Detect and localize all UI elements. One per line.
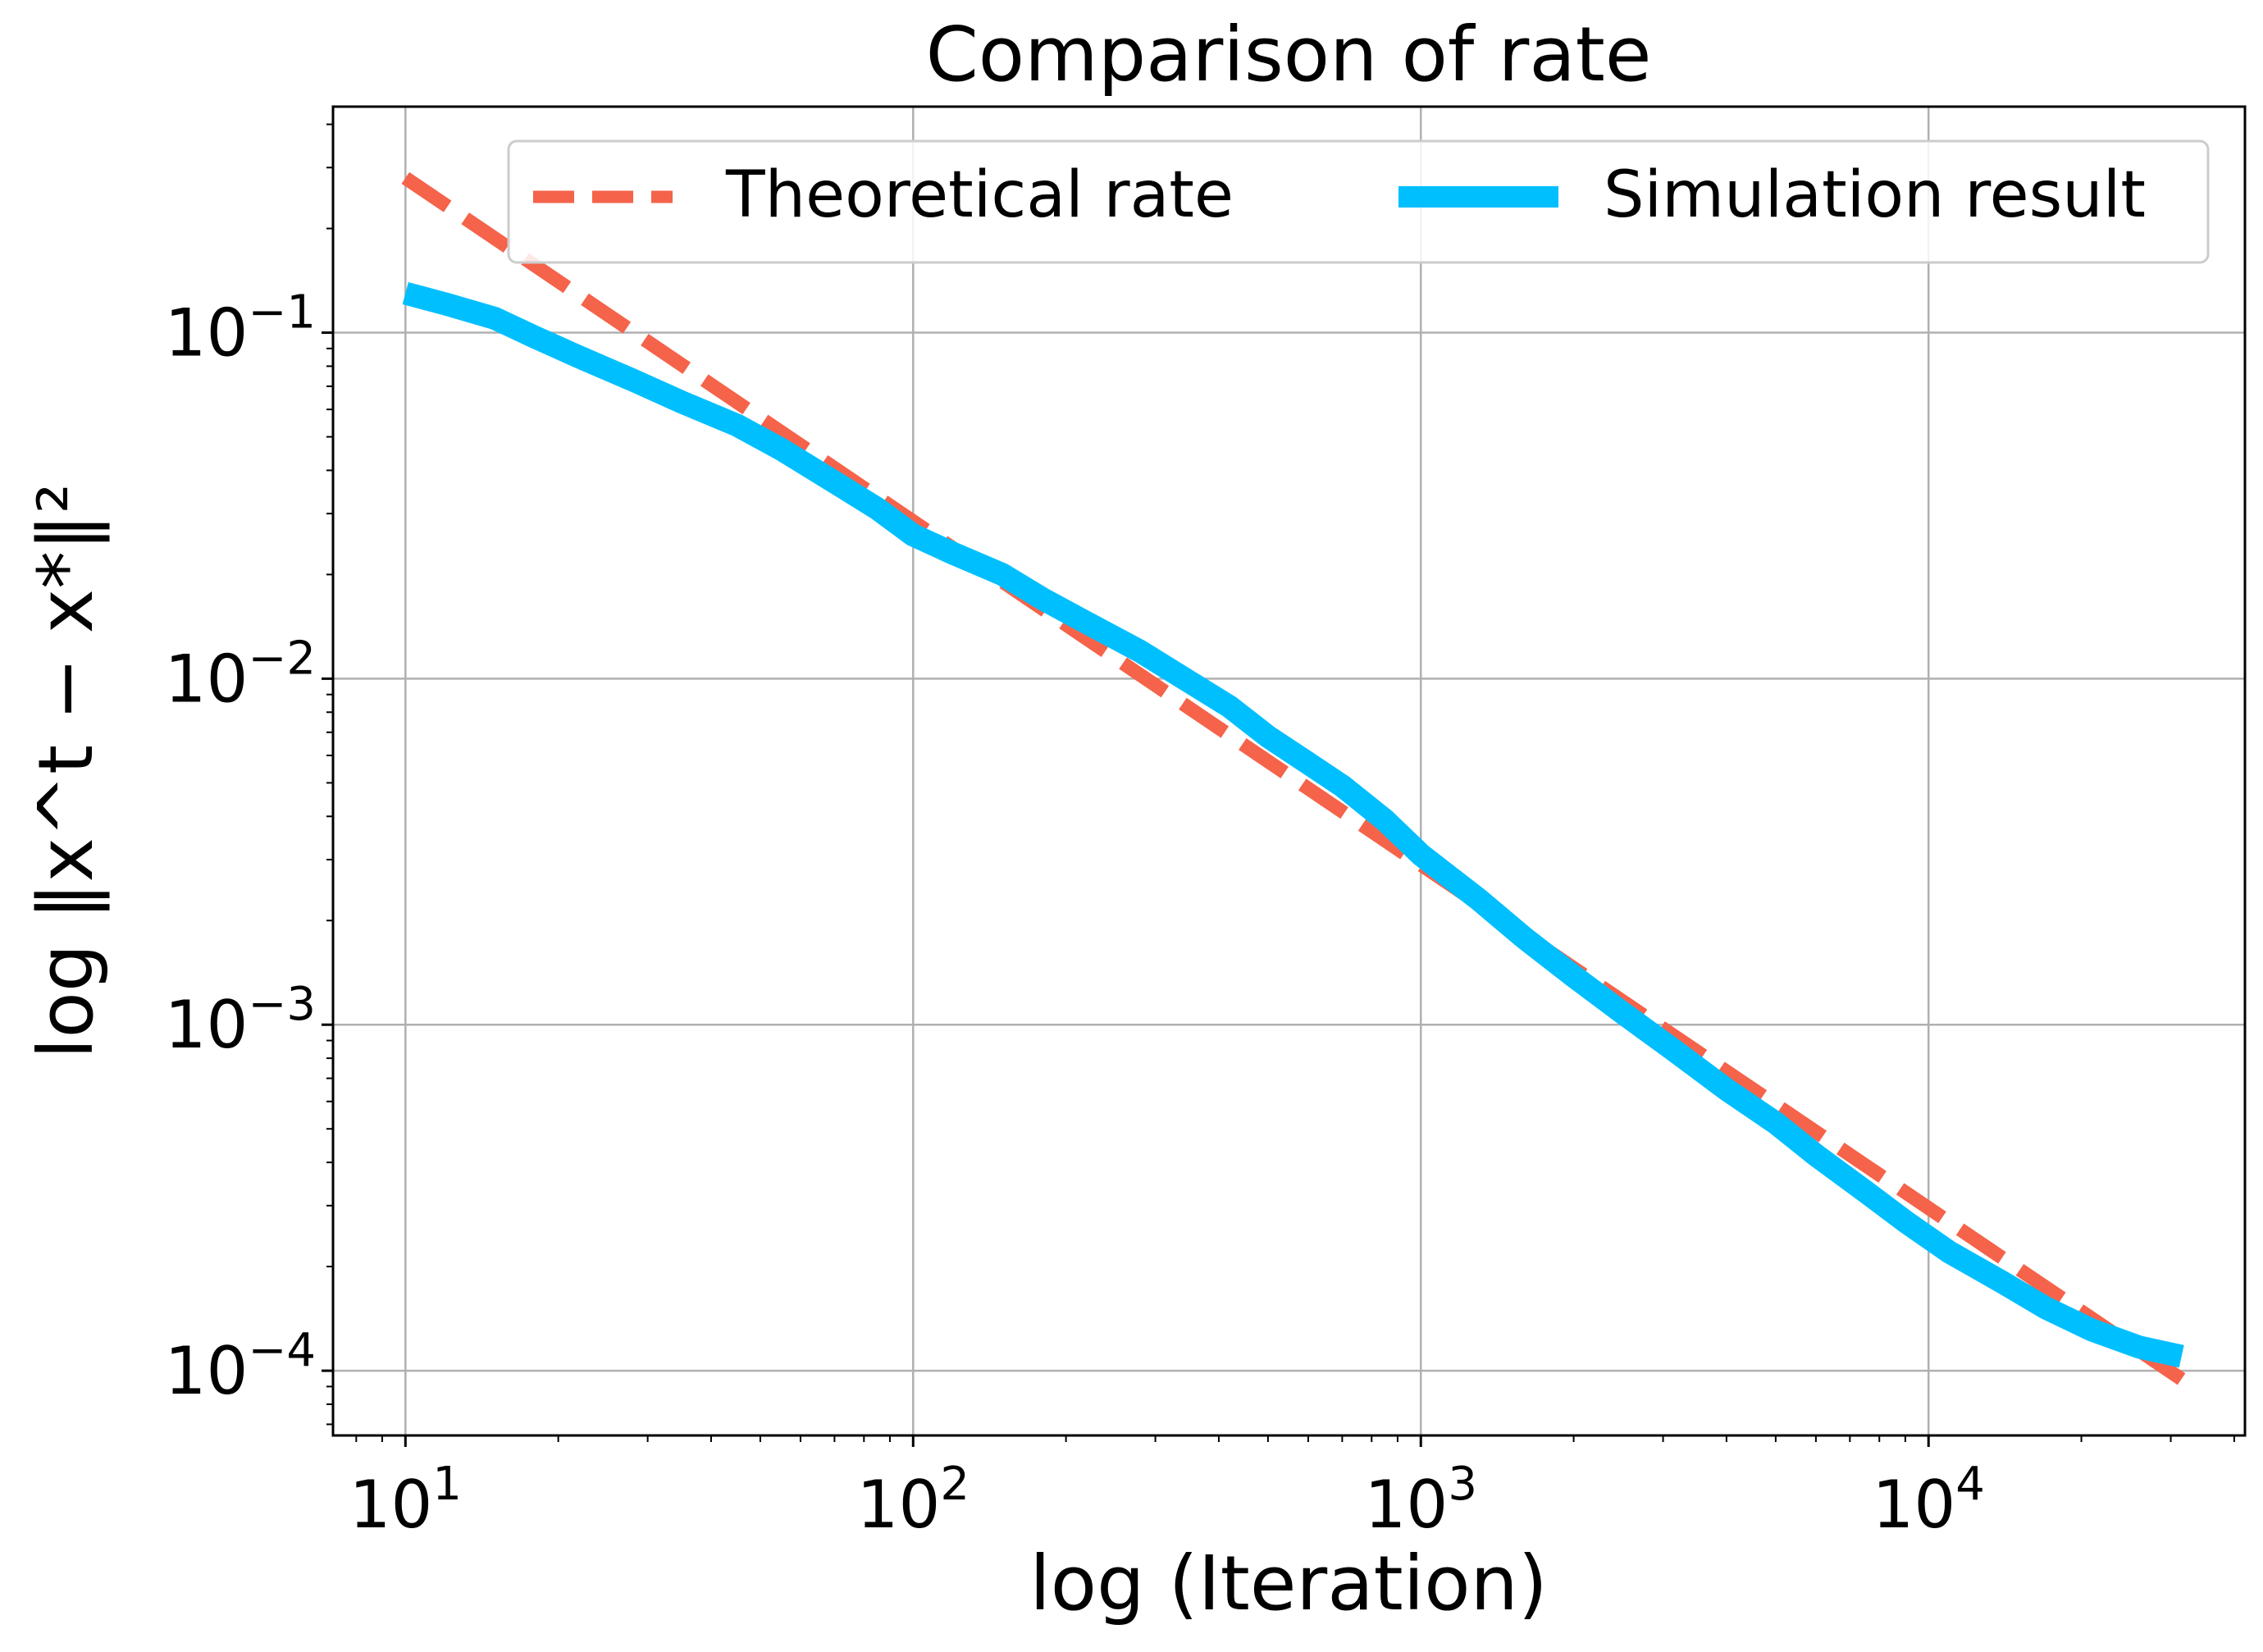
chart-title: Comparison of rate [926,11,1652,98]
x-axis-ticks: 101 102 103 104 [349,1435,1985,1543]
y-axis-ticks: 10−1 10−2 10−3 10−4 [165,286,333,1409]
x-tick-label: 103 [1365,1458,1477,1543]
series-line-theoretical [401,171,2186,1385]
x-tick-label: 102 [857,1458,970,1543]
x-axis-label: log (Iteration) [1029,1540,1548,1627]
series-line-simulation [402,281,2184,1368]
plot-frame [331,105,2247,1437]
y-tick-label: 10−3 [165,978,316,1063]
x-tick-label: 104 [1873,1458,1985,1543]
legend-label-theoretical: Theoretical rate [725,158,1234,232]
gridlines [333,107,2245,1435]
minor-ticks [326,123,2235,1442]
y-tick-label: 10−2 [165,632,316,717]
y-tick-label: 10−1 [165,286,316,372]
legend: Theoretical rate Simulation result [507,139,2210,264]
legend-label-simulation: Simulation result [1604,158,2146,232]
y-tick-label: 10−4 [165,1324,316,1409]
legend-box [507,139,2210,264]
x-tick-label: 101 [349,1458,462,1543]
plot-series [401,171,2186,1385]
y-axis-label: log ‖x^t − x*‖² [22,483,110,1059]
